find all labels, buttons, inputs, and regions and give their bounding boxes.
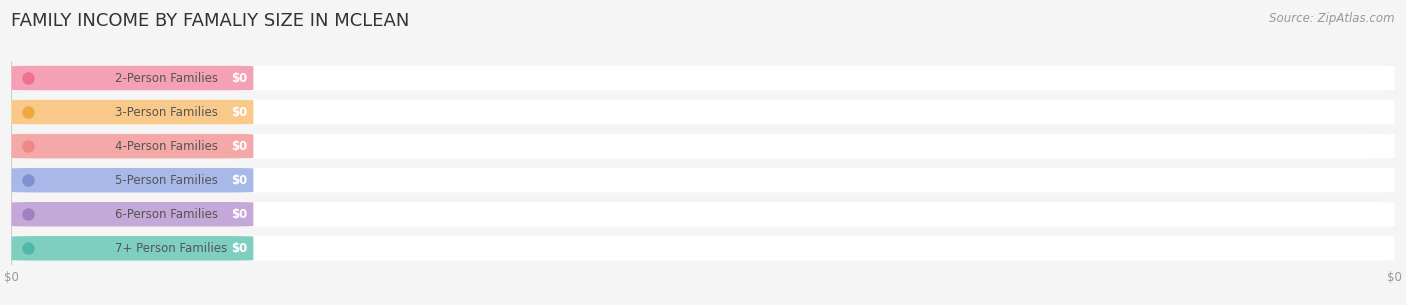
Text: FAMILY INCOME BY FAMALIY SIZE IN MCLEAN: FAMILY INCOME BY FAMALIY SIZE IN MCLEAN (11, 12, 409, 30)
FancyBboxPatch shape (11, 66, 1395, 90)
Text: 2-Person Families: 2-Person Families (115, 72, 218, 84)
Text: $0: $0 (232, 106, 247, 119)
FancyBboxPatch shape (11, 236, 1395, 260)
FancyBboxPatch shape (11, 202, 253, 227)
Text: $0: $0 (232, 208, 247, 221)
FancyBboxPatch shape (11, 202, 1395, 227)
FancyBboxPatch shape (11, 100, 253, 124)
Text: $0: $0 (232, 140, 247, 152)
Text: 7+ Person Families: 7+ Person Families (115, 242, 228, 255)
FancyBboxPatch shape (11, 168, 253, 192)
FancyBboxPatch shape (11, 134, 1395, 158)
FancyBboxPatch shape (11, 236, 253, 260)
Text: $0: $0 (232, 242, 247, 255)
Text: 5-Person Families: 5-Person Families (115, 174, 218, 187)
FancyBboxPatch shape (11, 100, 1395, 124)
FancyBboxPatch shape (11, 168, 1395, 192)
FancyBboxPatch shape (11, 134, 253, 158)
Text: Source: ZipAtlas.com: Source: ZipAtlas.com (1270, 12, 1395, 25)
Text: $0: $0 (232, 72, 247, 84)
Text: 6-Person Families: 6-Person Families (115, 208, 218, 221)
Text: 4-Person Families: 4-Person Families (115, 140, 218, 152)
FancyBboxPatch shape (11, 66, 253, 90)
Text: $0: $0 (232, 174, 247, 187)
Text: 3-Person Families: 3-Person Families (115, 106, 218, 119)
